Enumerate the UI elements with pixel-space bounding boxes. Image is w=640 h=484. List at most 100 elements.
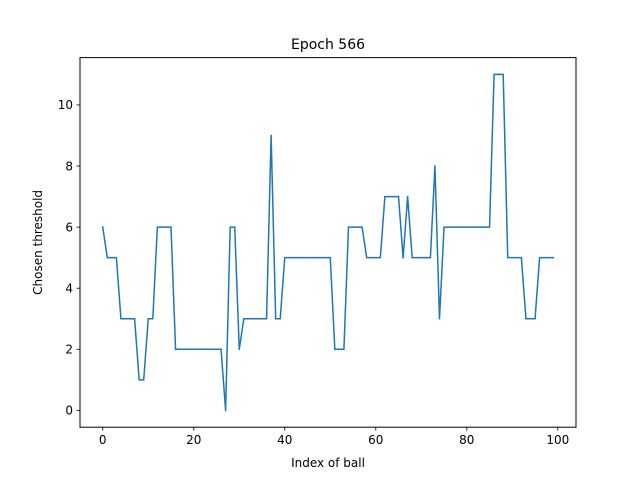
- data-point: [320, 256, 322, 259]
- data-point: [393, 195, 395, 198]
- data-point: [315, 256, 318, 259]
- x-axis-ticks: 0 20 40 60 80 100: [99, 427, 569, 447]
- y-tick-label: 4: [65, 282, 73, 296]
- y-tick-label: 10: [58, 98, 73, 112]
- x-tick-label: 60: [368, 433, 383, 447]
- data-point: [238, 348, 241, 351]
- data-point: [256, 317, 259, 320]
- data-point: [288, 256, 291, 259]
- data-point: [434, 165, 436, 167]
- data-point: [133, 317, 136, 320]
- data-point: [311, 256, 313, 259]
- data-point: [461, 226, 464, 228]
- data-point: [297, 256, 300, 259]
- x-axis-label: Index of ball: [291, 456, 365, 470]
- chart-title: Epoch 566: [291, 37, 365, 53]
- data-point: [124, 317, 127, 320]
- data-point: [479, 226, 482, 228]
- data-point: [279, 317, 282, 320]
- data-point: [111, 256, 113, 259]
- data-point: [165, 226, 168, 228]
- data-point: [274, 317, 277, 320]
- data-point: [233, 226, 236, 228]
- data-point: [493, 73, 495, 76]
- data-point: [484, 226, 486, 228]
- x-tick-label: 0: [99, 433, 107, 447]
- data-point: [192, 348, 195, 351]
- data-point: [374, 256, 377, 259]
- data-point: [384, 195, 386, 198]
- data-point: [534, 317, 536, 320]
- data-point: [142, 379, 145, 381]
- data-point: [229, 226, 231, 228]
- data-point: [338, 348, 341, 351]
- data-point: [425, 256, 427, 259]
- data-point: [152, 317, 154, 320]
- data-point: [379, 256, 382, 259]
- data-point: [470, 226, 473, 228]
- data-point: [511, 256, 514, 259]
- data-point: [538, 256, 541, 259]
- data-point: [529, 317, 532, 320]
- data-point: [361, 226, 363, 228]
- data-point: [397, 195, 400, 198]
- y-tick-label: 2: [65, 343, 73, 357]
- data-point: [502, 73, 504, 76]
- data-point: [170, 226, 172, 228]
- y-axis-label: Chosen threshold: [31, 190, 45, 295]
- data-point: [465, 226, 468, 228]
- data-point: [220, 348, 222, 351]
- data-point: [306, 256, 309, 259]
- data-point: [406, 195, 409, 198]
- data-point: [415, 256, 418, 259]
- data-point: [188, 348, 191, 351]
- data-point: [334, 348, 336, 351]
- data-point: [120, 317, 122, 320]
- x-tick-label: 20: [186, 433, 201, 447]
- data-point: [356, 226, 359, 228]
- data-point: [506, 256, 509, 259]
- data-point: [265, 317, 268, 320]
- data-point: [215, 348, 218, 351]
- data-point: [352, 226, 354, 228]
- axes-frame: [79, 57, 577, 428]
- data-point: [324, 256, 327, 259]
- data-point: [402, 256, 404, 259]
- data-point: [183, 348, 186, 351]
- data-point: [261, 317, 263, 320]
- data-point: [101, 226, 104, 228]
- data-point: [452, 226, 454, 228]
- data-point: [206, 348, 209, 351]
- data-point: [115, 256, 118, 259]
- x-tick-label: 100: [546, 433, 569, 447]
- x-tick-label: 80: [459, 433, 474, 447]
- data-point: [156, 226, 159, 228]
- data-point: [179, 348, 181, 351]
- data-point: [129, 317, 131, 320]
- data-point: [388, 195, 391, 198]
- data-point: [456, 226, 459, 228]
- data-point: [197, 348, 200, 351]
- data-point: [438, 317, 441, 320]
- data-point: [283, 256, 286, 259]
- plot-area: [101, 73, 555, 412]
- data-point: [488, 226, 491, 228]
- data-point: [411, 256, 413, 259]
- data-point: [252, 317, 254, 320]
- data-point: [106, 256, 109, 259]
- data-point: [343, 348, 345, 351]
- data-point: [224, 409, 227, 412]
- data-point: [443, 226, 445, 228]
- y-axis-ticks: 0 2 4 6 8 10: [58, 98, 80, 418]
- data-point: [270, 134, 272, 137]
- data-point: [243, 317, 245, 320]
- x-tick-label: 40: [277, 433, 292, 447]
- data-point: [174, 348, 177, 351]
- data-point: [329, 256, 332, 259]
- data-point: [520, 256, 523, 259]
- data-point: [497, 73, 500, 76]
- data-point: [293, 256, 295, 259]
- data-point: [202, 348, 204, 351]
